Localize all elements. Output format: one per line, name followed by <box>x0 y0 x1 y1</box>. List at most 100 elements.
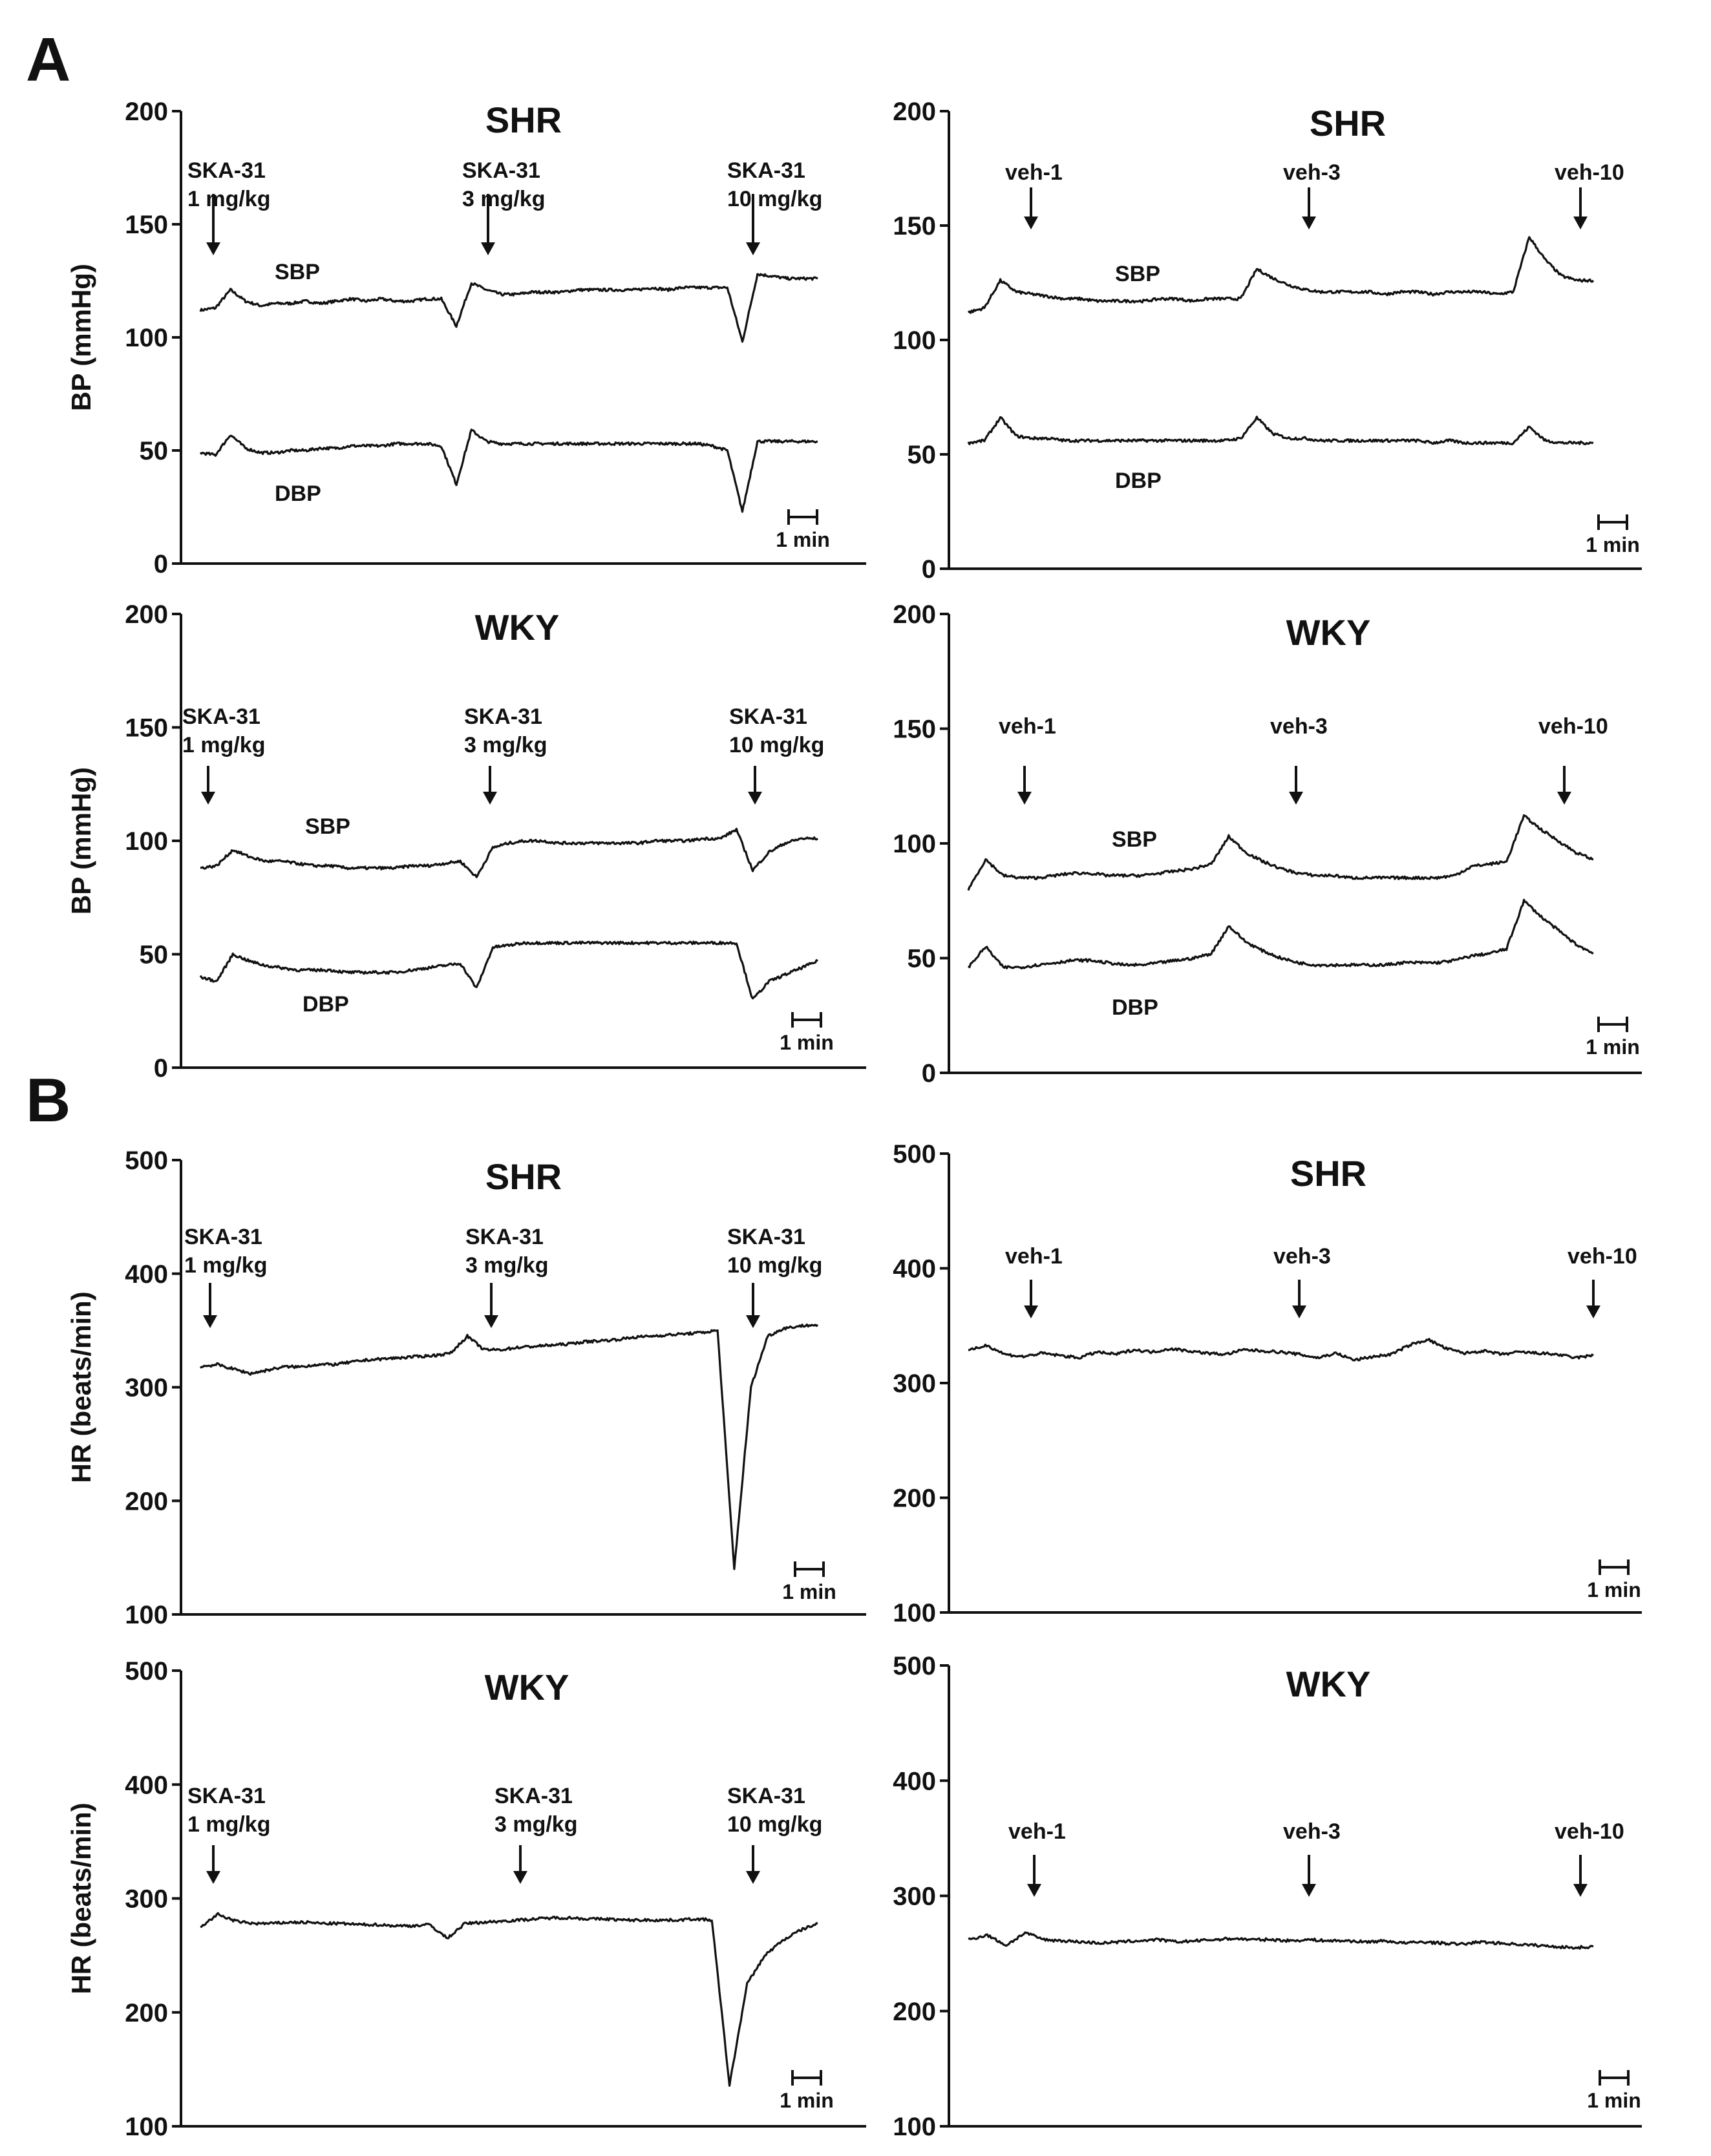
chart-b-shr-ska: 100 200 300 400 500 HR (beats/min) SHR SKA-31 1 … <box>66 1147 866 1629</box>
chart-title: WKY <box>475 607 560 648</box>
y-tick-label: 150 <box>125 211 168 239</box>
y-tick-label: 100 <box>893 2113 936 2141</box>
marker-label: veh-1 <box>1008 1819 1066 1844</box>
series-label: SBP <box>305 814 350 839</box>
marker-arrow-head <box>1573 1884 1588 1897</box>
series-trace <box>967 814 1594 891</box>
y-tick-label: 300 <box>125 1885 168 1914</box>
series-label: SBP <box>275 260 320 284</box>
y-tick-label: 200 <box>125 600 168 629</box>
marker-arrow-head <box>748 792 762 805</box>
marker-arrow-head <box>1302 1884 1316 1897</box>
marker-arrow-head <box>206 1871 220 1884</box>
y-tick-label: 500 <box>125 1147 168 1175</box>
panel-letter-b: B <box>26 1066 70 1135</box>
marker-label: SKA-31 10 mg/kg <box>727 1784 822 1837</box>
marker-label-line: SKA-31 <box>462 158 540 183</box>
marker-label: SKA-31 10 mg/kg <box>729 704 824 757</box>
marker-arrow-head <box>746 1315 760 1328</box>
series-label: SBP <box>1115 262 1160 286</box>
y-tick-label: 0 <box>154 550 168 578</box>
marker-label-line: 1 mg/kg <box>187 187 270 211</box>
y-tick-label: 100 <box>125 2113 168 2141</box>
chart-b-wky-veh: 100 200 300 400 500 WKY veh-1 veh-3 veh-10 1 min <box>893 1652 1642 2141</box>
marker-label: SKA-31 3 mg/kg <box>462 158 545 211</box>
series-label: DBP <box>1115 469 1162 493</box>
y-tick-label: 100 <box>893 830 936 858</box>
marker-label: veh-3 <box>1273 1244 1331 1269</box>
chart-b-shr-veh: 100 200 300 400 500 SHR veh-1 veh-3 veh-10 1 min <box>893 1140 1642 1627</box>
marker-arrow-head <box>1302 217 1316 229</box>
marker-arrow-head <box>484 1315 498 1328</box>
y-tick-label: 100 <box>893 326 936 355</box>
y-axis-label: BP (mmHg) <box>66 264 96 411</box>
marker-arrow-head <box>1024 217 1038 229</box>
y-tick-label: 200 <box>893 1998 936 2026</box>
marker-label: SKA-31 10 mg/kg <box>727 1225 822 1278</box>
marker-label-line: 3 mg/kg <box>462 187 545 211</box>
marker-label-line: 3 mg/kg <box>494 1812 577 1837</box>
chart-title: WKY <box>1286 1664 1371 1704</box>
marker-label-line: SKA-31 <box>727 1225 805 1249</box>
marker-label-line: 3 mg/kg <box>464 733 547 757</box>
y-tick-label: 150 <box>125 714 168 743</box>
marker-label: veh-1 <box>1005 160 1063 185</box>
marker-arrow-head <box>1017 792 1032 805</box>
chart-a-wky-veh: 0 50 100 150 200 WKY veh-1 veh-3 veh-10 SBP DBP 1 m… <box>893 600 1642 1088</box>
scale-bar-label: 1 min <box>776 528 830 551</box>
marker-arrow-head <box>203 1315 217 1328</box>
marker-label: SKA-31 1 mg/kg <box>187 1784 270 1837</box>
marker-arrow-head <box>201 792 215 805</box>
marker-label-line: SKA-31 <box>464 704 542 729</box>
y-tick-label: 400 <box>125 1771 168 1799</box>
marker-label-line: 3 mg/kg <box>465 1253 548 1278</box>
scale-bar-label: 1 min <box>1587 1578 1641 1601</box>
marker-label-line: SKA-31 <box>727 158 805 183</box>
series-trace <box>200 827 818 878</box>
marker-arrow-head <box>1573 217 1588 229</box>
series-trace <box>199 1323 819 1570</box>
scale-bar-label: 1 min <box>1586 1035 1640 1059</box>
y-tick-label: 300 <box>893 1369 936 1398</box>
y-tick-label: 50 <box>140 941 169 969</box>
marker-label-line: SKA-31 <box>184 1225 262 1249</box>
marker-label: SKA-31 10 mg/kg <box>727 158 822 211</box>
series-trace <box>968 1338 1594 1362</box>
marker-label: veh-3 <box>1283 1819 1341 1844</box>
y-tick-label: 100 <box>125 1601 168 1629</box>
marker-label-line: 1 mg/kg <box>187 1812 270 1837</box>
series-trace <box>967 416 1594 446</box>
y-tick-label: 100 <box>893 1599 936 1627</box>
marker-arrow-head <box>1586 1305 1600 1318</box>
marker-label: SKA-31 1 mg/kg <box>187 158 270 211</box>
y-tick-label: 150 <box>893 715 936 744</box>
marker-arrow-head <box>746 242 760 255</box>
y-tick-label: 200 <box>125 1487 168 1516</box>
series-trace <box>967 236 1595 314</box>
y-tick-label: 500 <box>893 1652 936 1680</box>
series-trace <box>199 940 818 1000</box>
y-axis-label: BP (mmHg) <box>66 767 96 914</box>
y-tick-label: 0 <box>922 1059 936 1088</box>
panel-letter-a: A <box>26 25 70 94</box>
marker-label: SKA-31 1 mg/kg <box>184 1225 267 1278</box>
marker-arrow-head <box>481 242 495 255</box>
marker-arrow-head <box>206 242 220 255</box>
marker-label-line: SKA-31 <box>182 704 260 729</box>
marker-label: veh-10 <box>1538 714 1608 739</box>
series-label: DBP <box>275 481 321 506</box>
y-tick-label: 100 <box>125 324 168 352</box>
y-tick-label: 400 <box>893 1255 936 1284</box>
chart-title: WKY <box>485 1667 569 1707</box>
marker-arrow-head <box>1289 792 1303 805</box>
series-label: DBP <box>303 992 349 1017</box>
y-tick-label: 0 <box>922 555 936 584</box>
y-tick-label: 150 <box>893 212 936 240</box>
marker-arrow-head <box>1292 1305 1306 1318</box>
y-tick-label: 50 <box>908 441 937 469</box>
marker-label-line: 10 mg/kg <box>729 733 824 757</box>
chart-title: WKY <box>1286 612 1371 653</box>
y-tick-label: 300 <box>125 1374 168 1402</box>
series-trace <box>968 1931 1594 1950</box>
y-tick-label: 200 <box>125 1999 168 2027</box>
